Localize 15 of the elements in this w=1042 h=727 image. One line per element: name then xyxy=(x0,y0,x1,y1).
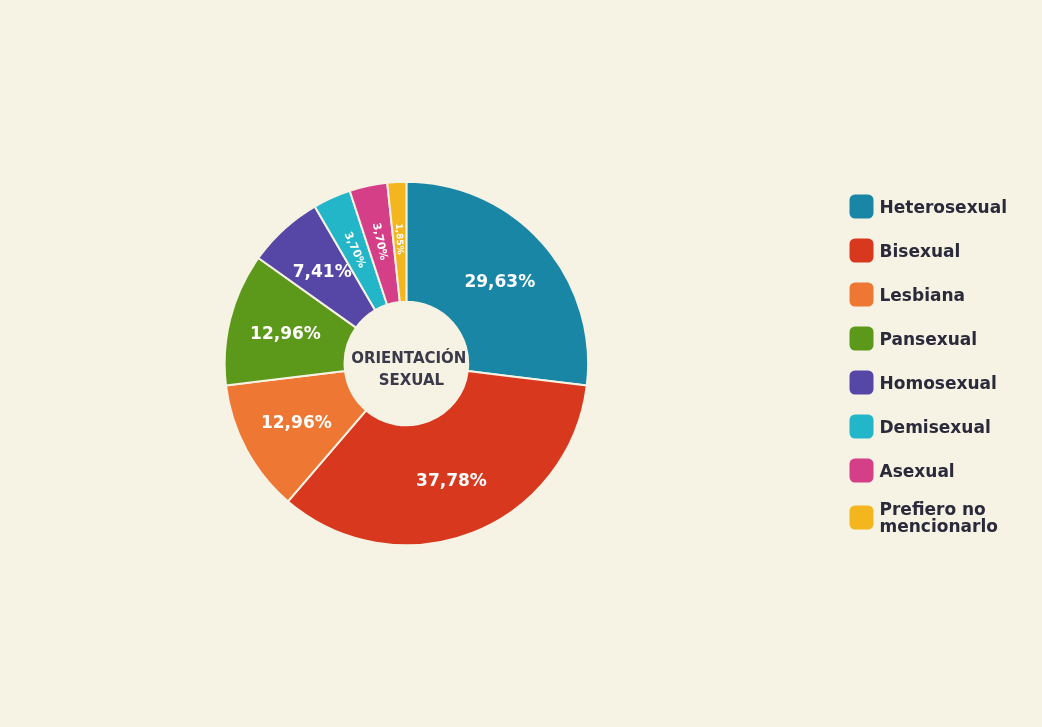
data-label: 3,70% xyxy=(369,221,391,262)
legend-label: Homosexual xyxy=(879,372,997,393)
legend-label: Demisexual xyxy=(879,416,991,437)
data-label: 29,63% xyxy=(464,270,536,291)
legend-label: Asexual xyxy=(879,460,955,481)
data-label: 1,85% xyxy=(393,223,406,255)
legend-label: Heterosexual xyxy=(879,196,1008,217)
data-label: 12,96% xyxy=(260,412,332,433)
legend-label: Bisexual xyxy=(879,240,961,261)
legend-label: Lesbiana xyxy=(879,284,966,305)
text: ORIENTACIÓN SEXUAL xyxy=(351,347,472,389)
data-label: 37,78% xyxy=(416,469,487,490)
legend-label: Pansexual xyxy=(879,328,978,349)
data-label: 12,96% xyxy=(250,322,321,343)
legend-label: Prefiero no mencionarlo xyxy=(879,499,998,536)
